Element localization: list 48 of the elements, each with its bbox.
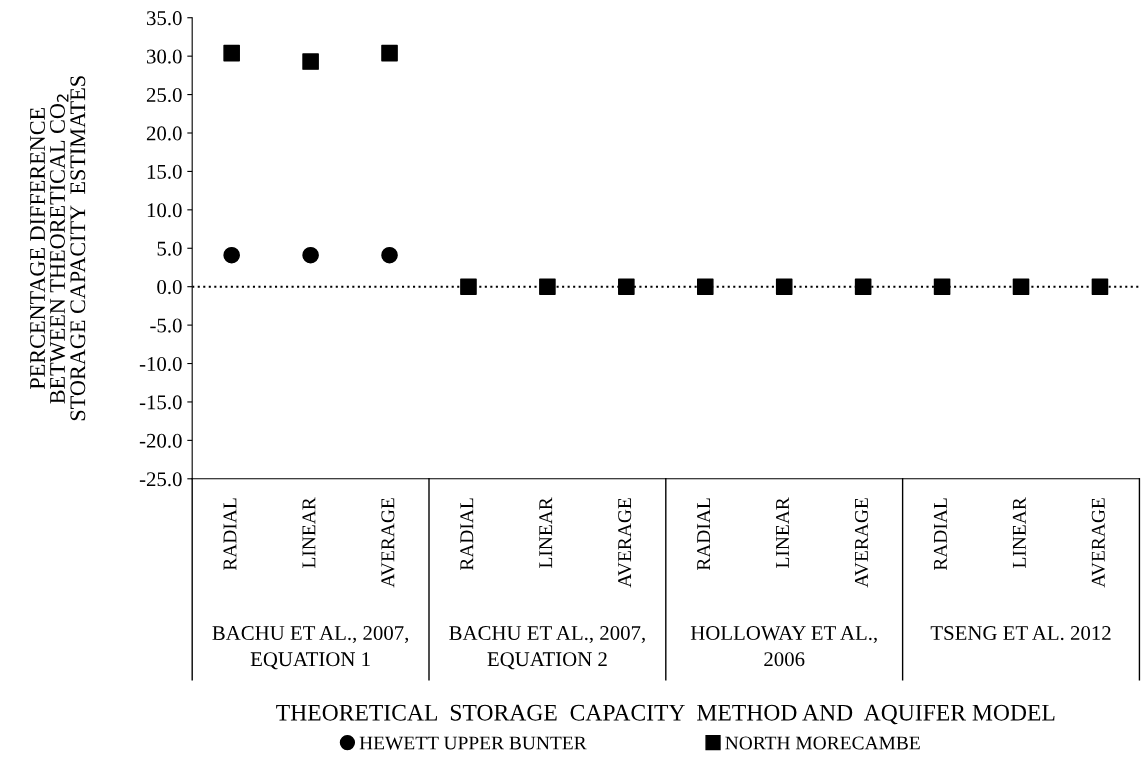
point: [302, 53, 319, 70]
point: [223, 44, 240, 62]
point: [775, 278, 793, 295]
point: [854, 278, 872, 295]
x-tick-label: AVERAGE: [618, 498, 632, 588]
point: [381, 44, 398, 62]
x-tick-label: AVERAGE: [854, 498, 869, 588]
y-tick-label: 15.0: [147, 164, 182, 179]
text: BACHU ET AL., 2007, EQUATION 2: [449, 626, 645, 670]
y-tick-label: 0.0: [157, 280, 182, 295]
x-tick-label: LINEAR: [776, 497, 789, 568]
point: [223, 246, 240, 264]
y-tick-label: 10.0: [147, 203, 182, 218]
x-tick-label: AVERAGE: [381, 498, 395, 588]
x-tick-label: RADIAL: [460, 498, 474, 571]
point: [696, 278, 714, 295]
text: TSENG ET AL. 2012: [930, 626, 1111, 641]
point: [381, 246, 398, 264]
x-tick-label: AVERAGE: [1091, 498, 1105, 588]
x-tick-label: RADIAL: [223, 498, 237, 571]
y-tick-label: -20.0: [139, 433, 182, 448]
y-tick-label: 30.0: [147, 49, 182, 64]
point: [1012, 278, 1030, 295]
point: [1091, 278, 1109, 295]
x-tick-label: RADIAL: [697, 498, 710, 571]
y-tick-label: -15.0: [139, 395, 182, 410]
y-tick-label: 5.0: [157, 241, 182, 256]
point: [618, 278, 635, 295]
y-tick-label: -5.0: [150, 318, 182, 333]
y-tick-label: 35.0: [147, 11, 182, 26]
x-tick-label: LINEAR: [302, 497, 316, 568]
y-tick-label: 20.0: [146, 126, 182, 141]
x-tick-label: RADIAL: [933, 498, 947, 571]
text: BACHU ET AL., 2007, EQUATION 1: [212, 626, 409, 670]
point: [302, 246, 319, 264]
legend-label: NORTH MORECAMBE: [725, 736, 920, 750]
legend-label: HEWETT UPPER BUNTER: [359, 736, 587, 750]
y-tick-label: 25.0: [146, 87, 182, 103]
point: [460, 278, 477, 295]
y-axis-title: PERCENTAGE DIFFERENCE BETWEEN THEORETICAL CO$_{2}$ STORAGE CAPACITY ESTIMATES: [30, 76, 86, 421]
y-tick-label: -25.0: [139, 472, 182, 487]
x-tick-label: LINEAR: [1012, 497, 1026, 568]
text: HOLLOWAY ET AL., 2006: [690, 626, 877, 667]
x-axis-title: THEORETICAL STORAGE CAPACITY METHOD AND AQUIFER MODEL: [276, 704, 1055, 725]
x-tick-label: LINEAR: [539, 497, 553, 568]
point: [539, 278, 556, 295]
y-tick-label: -10.0: [139, 356, 182, 372]
point: [933, 278, 951, 295]
